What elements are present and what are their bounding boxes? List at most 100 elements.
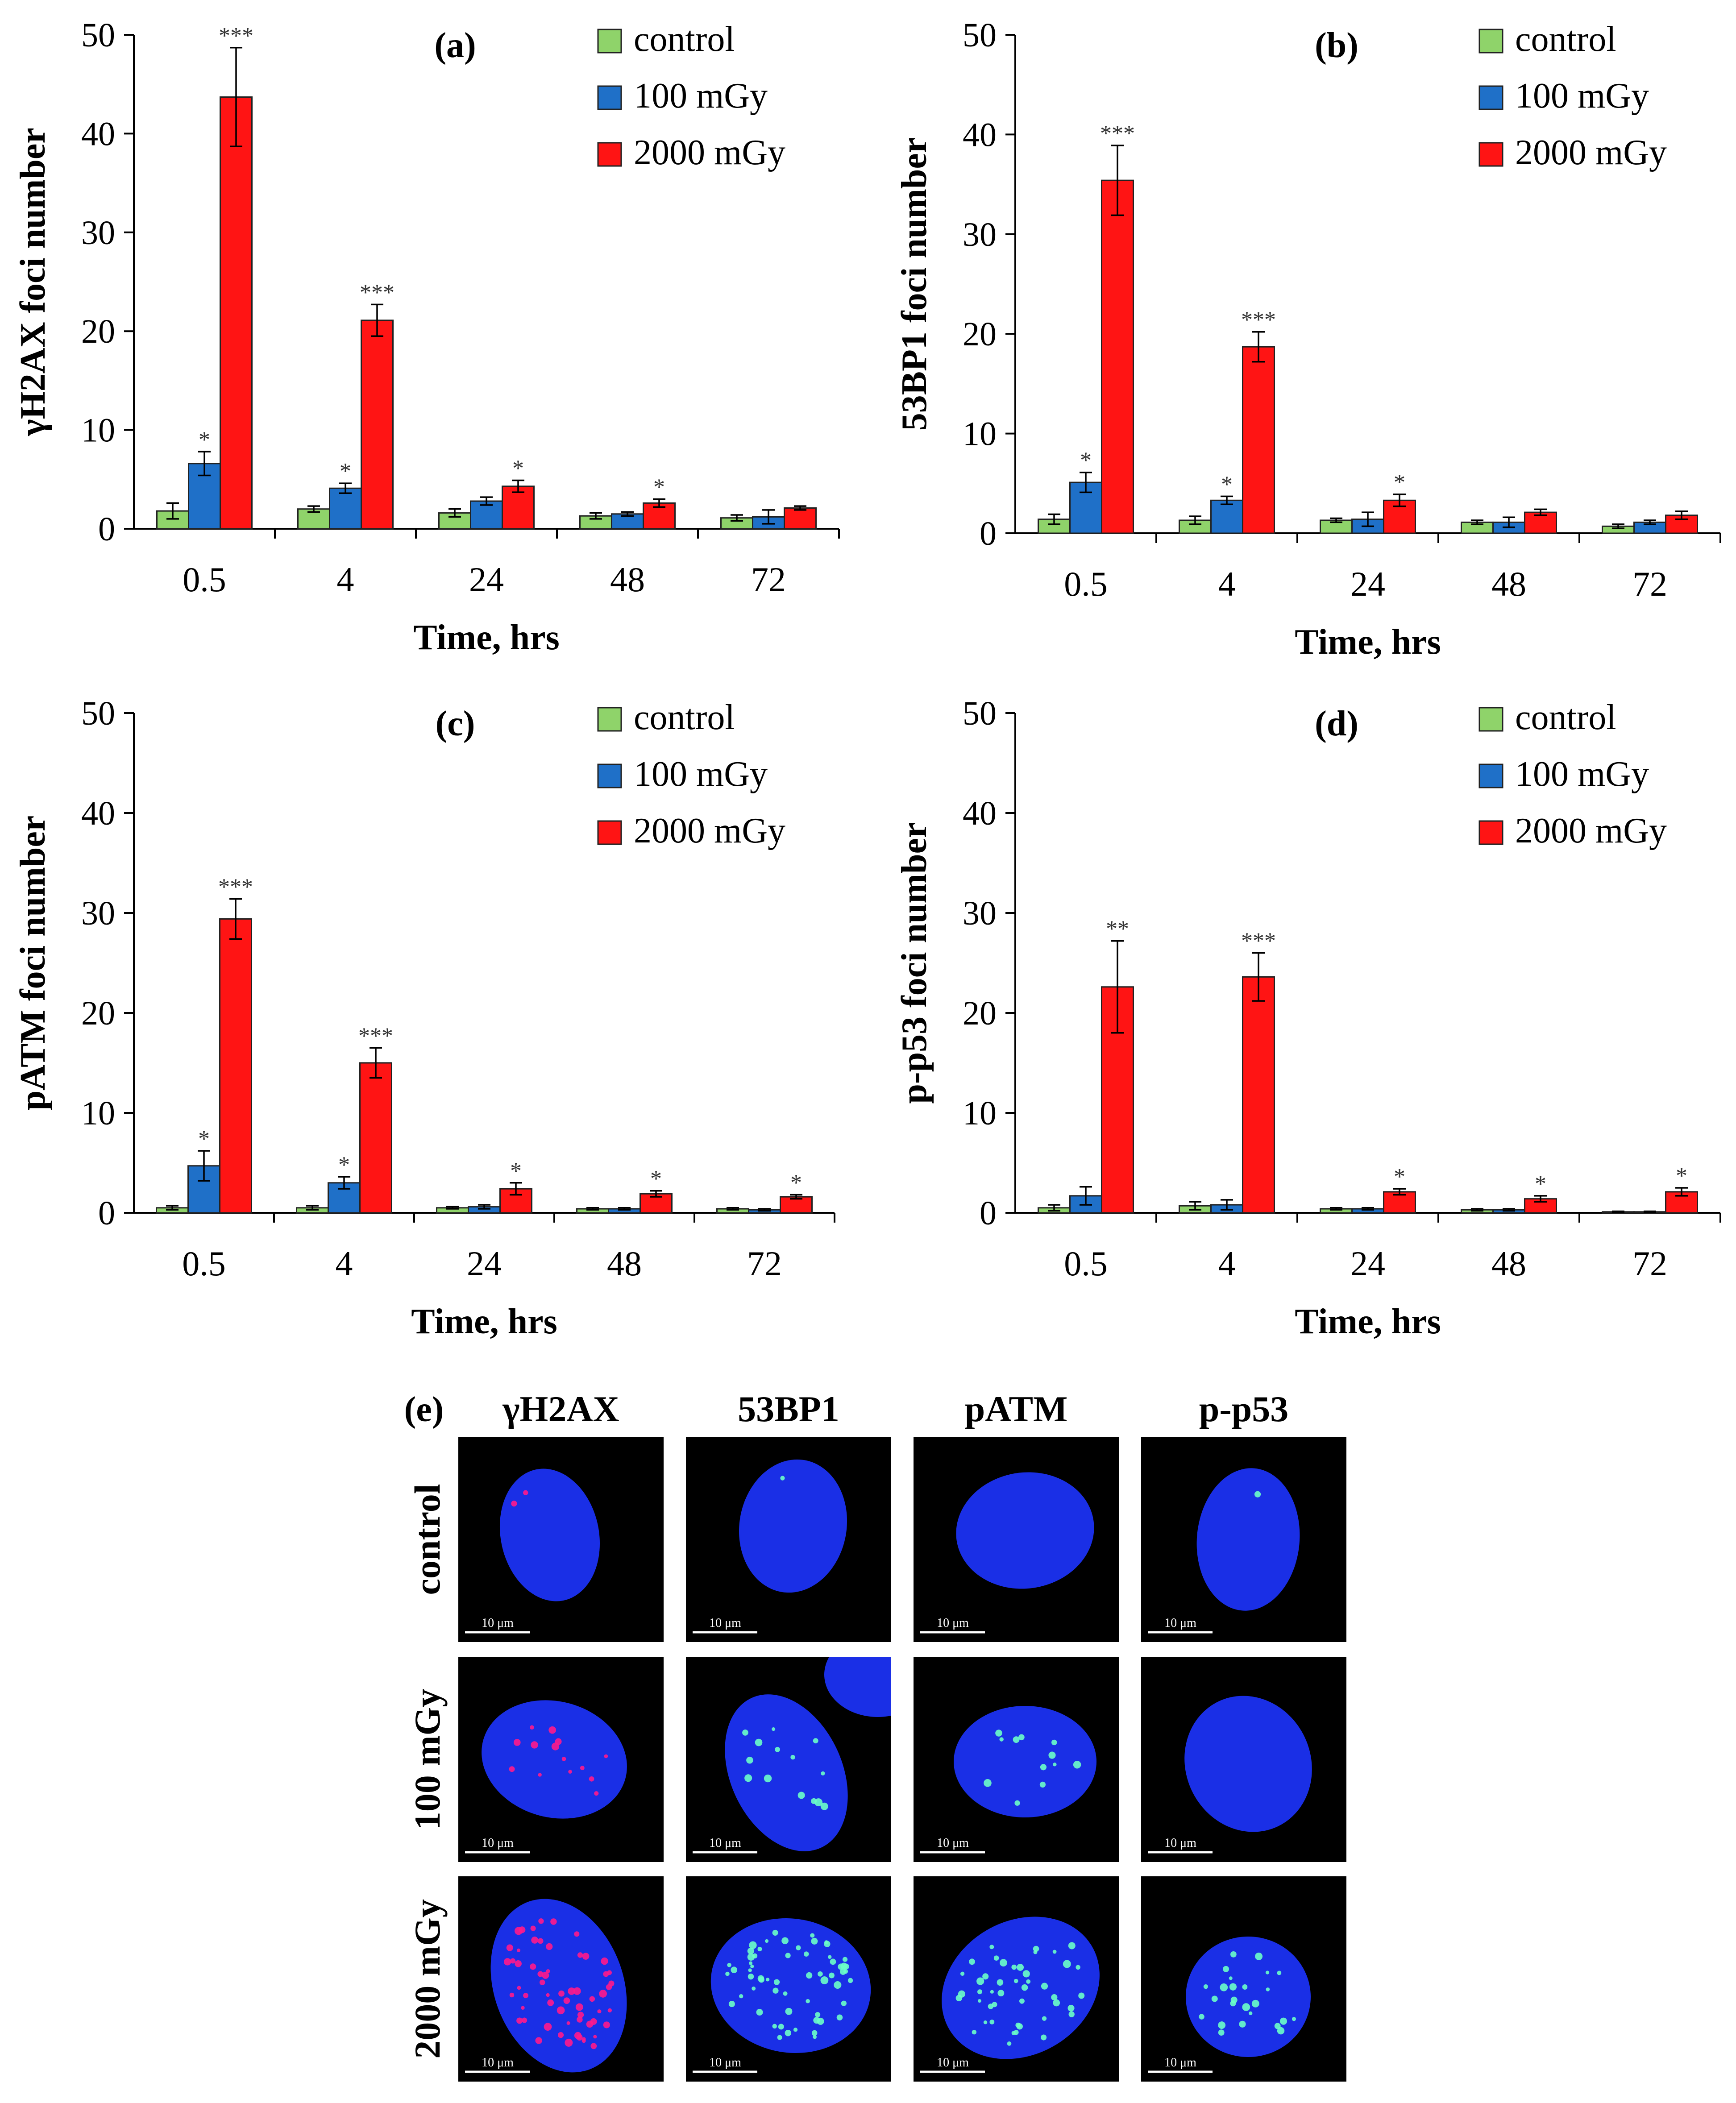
nucleus <box>956 1472 1094 1589</box>
focus-dot <box>530 1963 536 1970</box>
focus-dot <box>599 1990 607 1998</box>
significance-marker: * <box>1394 1164 1405 1190</box>
micrograph-p-p53-2000 mGy: 10 μm <box>1141 1876 1346 2082</box>
focus-dot <box>515 1960 522 1967</box>
focus-dot <box>984 1779 992 1787</box>
x-axis-title: Time, hrs <box>413 618 559 657</box>
legend-label: control <box>634 20 735 59</box>
significance-marker: *** <box>360 280 395 305</box>
focus-dot <box>793 2028 798 2032</box>
focus-dot <box>829 1972 835 1979</box>
error-bar <box>1362 511 1374 527</box>
focus-dot <box>539 1979 545 1986</box>
focus-dot <box>1251 1999 1259 2008</box>
nucleus <box>1184 1696 1312 1832</box>
scale-bar-label: 10 μm <box>482 1836 514 1850</box>
focus-dot <box>1220 1983 1228 1991</box>
micrograph-pATM-2000 mGy: 10 μm <box>914 1876 1119 2082</box>
nucleus <box>739 1459 847 1593</box>
x-tick-label: 4 <box>1218 1244 1236 1283</box>
focus-dot <box>1277 2027 1285 2035</box>
focus-dot <box>790 1755 795 1760</box>
focus-dot <box>568 1770 572 1774</box>
focus-dot <box>604 1754 608 1759</box>
focus-dot <box>748 1961 753 1965</box>
scale-bar-label: 10 μm <box>709 1616 741 1630</box>
legend-label: 100 mGy <box>1515 755 1649 794</box>
micrograph-content: 10 μm <box>920 1472 1094 1634</box>
legend: control 100 mGy 2000 mGy <box>1479 20 1667 172</box>
focus-dot <box>785 2029 791 2037</box>
focus-dot <box>577 2012 584 2018</box>
error-bar <box>1111 940 1124 1034</box>
y-tick-label: 50 <box>81 695 115 732</box>
legend-swatch-100-mGy <box>597 85 622 110</box>
focus-dot <box>1051 1994 1058 2001</box>
focus-dot <box>813 2035 817 2039</box>
error-bar <box>338 1176 350 1190</box>
error-bar <box>1362 1207 1374 1211</box>
x-tick-label: 24 <box>467 1244 502 1283</box>
legend-swatch-100-mGy <box>1479 763 1503 788</box>
scale-bar-label: 10 μm <box>482 2056 514 2070</box>
significance-marker: ** <box>1106 917 1129 942</box>
micrograph-53BP1-2000 mGy: 10 μm <box>686 1876 891 2082</box>
focus-dot <box>1016 2023 1023 2030</box>
significance-marker: * <box>199 427 210 452</box>
legend-swatch-2000-mGy <box>1479 142 1503 167</box>
focus-dot <box>989 2020 995 2024</box>
focus-dot <box>537 1938 544 1944</box>
legend-label: 100 mGy <box>634 755 768 794</box>
focus-dot <box>517 1948 521 1952</box>
focus-dot <box>561 1757 566 1761</box>
focus-dot <box>756 2009 763 2016</box>
bar-2000-mGy-4 <box>1242 346 1275 534</box>
error-bar <box>618 1207 631 1211</box>
error-bar <box>1534 1195 1547 1203</box>
x-tick-label: 4 <box>1218 564 1236 603</box>
legend-swatch-2000-mGy <box>1479 820 1503 845</box>
focus-dot <box>530 1725 534 1730</box>
y-tick-label: 40 <box>81 795 115 832</box>
bar-2000-mGy-0.5 <box>220 96 253 530</box>
focus-dot <box>568 1987 576 1995</box>
error-bar <box>1644 1210 1656 1213</box>
error-bar <box>478 1204 490 1210</box>
focus-dot <box>777 2035 782 2040</box>
error-bar <box>339 482 352 494</box>
micrograph-γH2AX-2000 mGy: 10 μm <box>458 1876 664 2082</box>
focus-dot <box>607 2008 612 2013</box>
focus-dot <box>538 1773 542 1777</box>
focus-dot <box>725 1971 730 1976</box>
y-tick-label: 10 <box>963 1095 997 1132</box>
focus-dot <box>811 1798 817 1804</box>
significance-marker: * <box>1394 470 1405 495</box>
focus-dot <box>958 1990 965 1998</box>
focus-dot <box>990 1990 994 1994</box>
error-bar <box>1111 145 1124 216</box>
focus-dot <box>1013 2030 1019 2035</box>
y-tick-label: 30 <box>81 214 115 252</box>
micrograph-γH2AX-control: 10 μm <box>458 1437 664 1642</box>
nucleus <box>482 1700 627 1819</box>
bar-100-mGy-4 <box>1210 499 1243 534</box>
row-header: control <box>407 1484 448 1595</box>
bar-2000-mGy-72 <box>784 507 817 530</box>
legend-swatch-100-mGy <box>597 763 622 788</box>
error-bar <box>1080 1186 1092 1206</box>
focus-dot <box>1078 1992 1085 1999</box>
focus-dot <box>778 2024 784 2030</box>
focus-dot <box>548 1726 557 1734</box>
error-bar <box>621 511 634 517</box>
x-axis-title: Time, hrs <box>411 1302 557 1341</box>
y-tick-label: 10 <box>81 1095 115 1132</box>
focus-dot <box>574 2032 581 2039</box>
error-bar <box>1048 1204 1060 1212</box>
focus-dot <box>517 1986 521 1990</box>
x-tick-label: 48 <box>607 1244 642 1283</box>
error-bar <box>1534 508 1547 516</box>
focus-dot <box>593 2035 597 2039</box>
nucleus <box>942 1916 1100 2059</box>
